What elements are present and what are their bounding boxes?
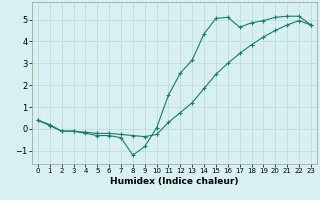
X-axis label: Humidex (Indice chaleur): Humidex (Indice chaleur) xyxy=(110,177,239,186)
